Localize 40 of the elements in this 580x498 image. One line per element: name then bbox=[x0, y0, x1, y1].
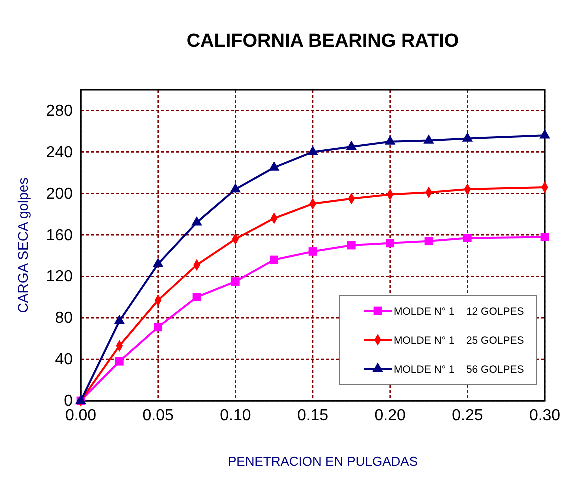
x-tick-label: 0.25 bbox=[452, 407, 484, 424]
y-tick-label: 40 bbox=[55, 352, 74, 369]
x-tick-label: 0.20 bbox=[374, 407, 406, 424]
point bbox=[270, 256, 279, 264]
legend-label: MOLDE N° 1 25 GOLPES bbox=[394, 335, 524, 347]
point bbox=[346, 140, 358, 150]
point bbox=[154, 323, 163, 332]
point bbox=[540, 129, 550, 139]
chart-title: CALIFORNIA BEARING RATIO bbox=[186, 31, 460, 52]
y-tick-label: 280 bbox=[46, 102, 74, 120]
y-axis-title: CARGA SECA golpes bbox=[15, 178, 31, 314]
point bbox=[424, 134, 434, 144]
y-tick-label: 240 bbox=[46, 144, 74, 162]
point bbox=[463, 234, 472, 242]
point bbox=[462, 132, 474, 142]
point bbox=[308, 146, 318, 156]
x-tick-label: 0.05 bbox=[142, 407, 174, 424]
y-tick-label: 160 bbox=[46, 227, 74, 244]
x-tick-label: 0.30 bbox=[529, 407, 561, 424]
point bbox=[540, 233, 550, 242]
legend-label: MOLDE N° 1 12 GOLPES bbox=[394, 306, 524, 318]
point bbox=[347, 241, 356, 250]
point bbox=[115, 357, 124, 366]
point bbox=[268, 162, 280, 171]
y-tick-label: 200 bbox=[46, 186, 74, 203]
point bbox=[231, 278, 240, 286]
point bbox=[192, 293, 202, 302]
point bbox=[386, 239, 395, 248]
point bbox=[384, 136, 396, 145]
point bbox=[308, 248, 318, 256]
legend-label: MOLDE N° 1 56 GOLPES bbox=[394, 364, 524, 376]
point bbox=[192, 216, 202, 226]
x-tick-label: 0.15 bbox=[297, 407, 329, 424]
x-tick-label: 0.10 bbox=[220, 407, 252, 424]
point bbox=[230, 183, 242, 193]
point bbox=[152, 258, 164, 268]
y-tick-label: 80 bbox=[55, 310, 74, 328]
point bbox=[424, 237, 434, 246]
x-axis-title: PENETRACION EN PULGADAS bbox=[228, 454, 418, 469]
y-tick-label: 120 bbox=[46, 268, 74, 286]
